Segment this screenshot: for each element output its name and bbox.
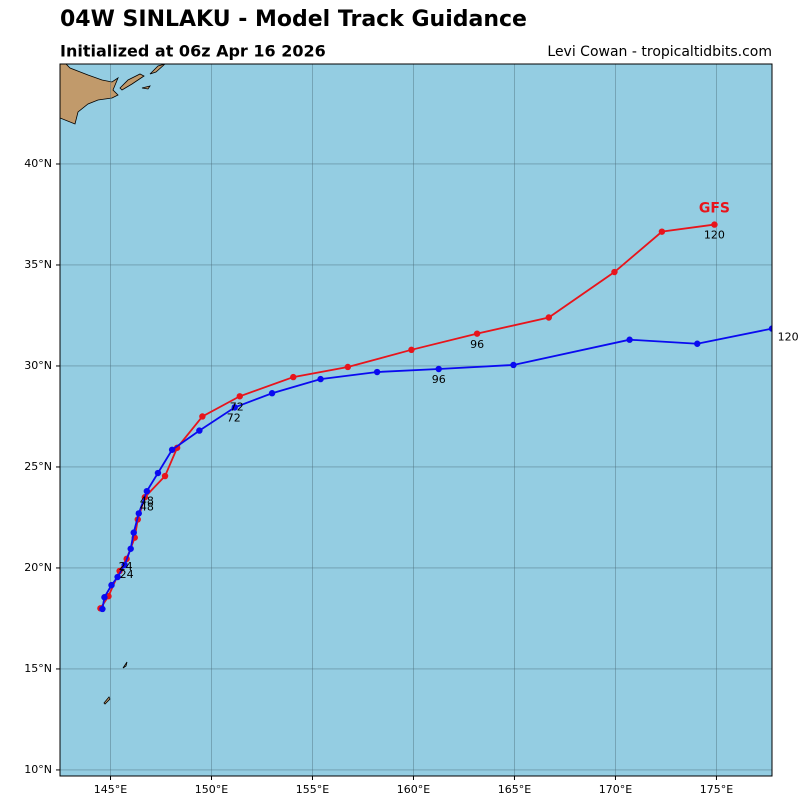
track-point	[711, 221, 718, 228]
track-point	[768, 325, 772, 332]
y-tick-label: 25°N	[24, 460, 52, 473]
y-tick-label: 10°N	[24, 763, 52, 776]
track-point	[108, 581, 115, 589]
x-tick-label: 175°E	[700, 783, 733, 796]
track-point	[290, 373, 297, 381]
track-point	[317, 375, 324, 383]
hour-label: 48	[140, 494, 154, 507]
track-point	[196, 427, 203, 434]
track-point	[268, 390, 276, 397]
track-point	[161, 472, 169, 480]
y-tick-label: 20°N	[24, 561, 52, 574]
track-point	[143, 488, 151, 495]
x-tick-label: 160°E	[397, 783, 430, 796]
hour-label: 120	[704, 229, 725, 242]
island	[119, 73, 145, 91]
subtitle: Initialized at 06z Apr 16 2026	[60, 42, 326, 61]
island	[149, 64, 166, 75]
hour-label: 96	[470, 338, 484, 351]
track-point	[130, 529, 137, 536]
track-point	[408, 346, 415, 354]
track-point	[510, 361, 517, 369]
track-point	[121, 561, 128, 569]
japan	[60, 64, 119, 125]
credit: Levi Cowan - tropicaltidbits.com	[547, 44, 772, 60]
y-tick-label: 30°N	[24, 359, 52, 372]
track-point	[127, 545, 134, 552]
frame	[59, 63, 773, 777]
x-tick-label: 155°E	[296, 783, 329, 796]
hour-label: 72	[230, 400, 244, 413]
track-point	[114, 573, 121, 581]
island	[103, 696, 111, 705]
track-point	[435, 365, 442, 373]
x-tick-label: 150°E	[195, 783, 228, 796]
track-point	[99, 605, 106, 613]
y-tick-label: 35°N	[24, 258, 52, 271]
hour-label: 48	[140, 500, 154, 513]
track-point	[611, 268, 618, 276]
track-point	[101, 594, 108, 601]
island	[141, 85, 151, 90]
x-tick-label: 165°E	[498, 783, 531, 796]
track-point	[199, 413, 206, 420]
title: 04W SINLAKU - Model Track Guidance	[60, 7, 527, 32]
track-point	[658, 228, 666, 235]
track-point	[236, 393, 243, 400]
land	[60, 64, 166, 705]
track-point	[154, 469, 162, 477]
hour-label: 24	[119, 560, 133, 573]
hour-label: 120	[778, 331, 799, 344]
island	[122, 661, 128, 669]
track-point	[373, 368, 381, 376]
track-point	[694, 340, 701, 347]
x-tick-label: 145°E	[94, 783, 127, 796]
y-tick-label: 40°N	[24, 157, 52, 170]
hour-label: 96	[432, 373, 446, 386]
ocean	[60, 64, 772, 776]
track-point	[231, 404, 238, 411]
track-point	[168, 446, 176, 453]
track-point	[135, 510, 142, 517]
hour-label: 72	[227, 411, 241, 424]
track-point	[545, 314, 553, 321]
x-tick-label: 170°E	[599, 783, 632, 796]
track-point	[473, 330, 481, 337]
track-point	[626, 336, 633, 343]
model-name: GFS	[699, 201, 730, 217]
track-point	[344, 363, 352, 371]
hour-label: 24	[120, 568, 134, 581]
y-tick-label: 15°N	[24, 662, 52, 675]
